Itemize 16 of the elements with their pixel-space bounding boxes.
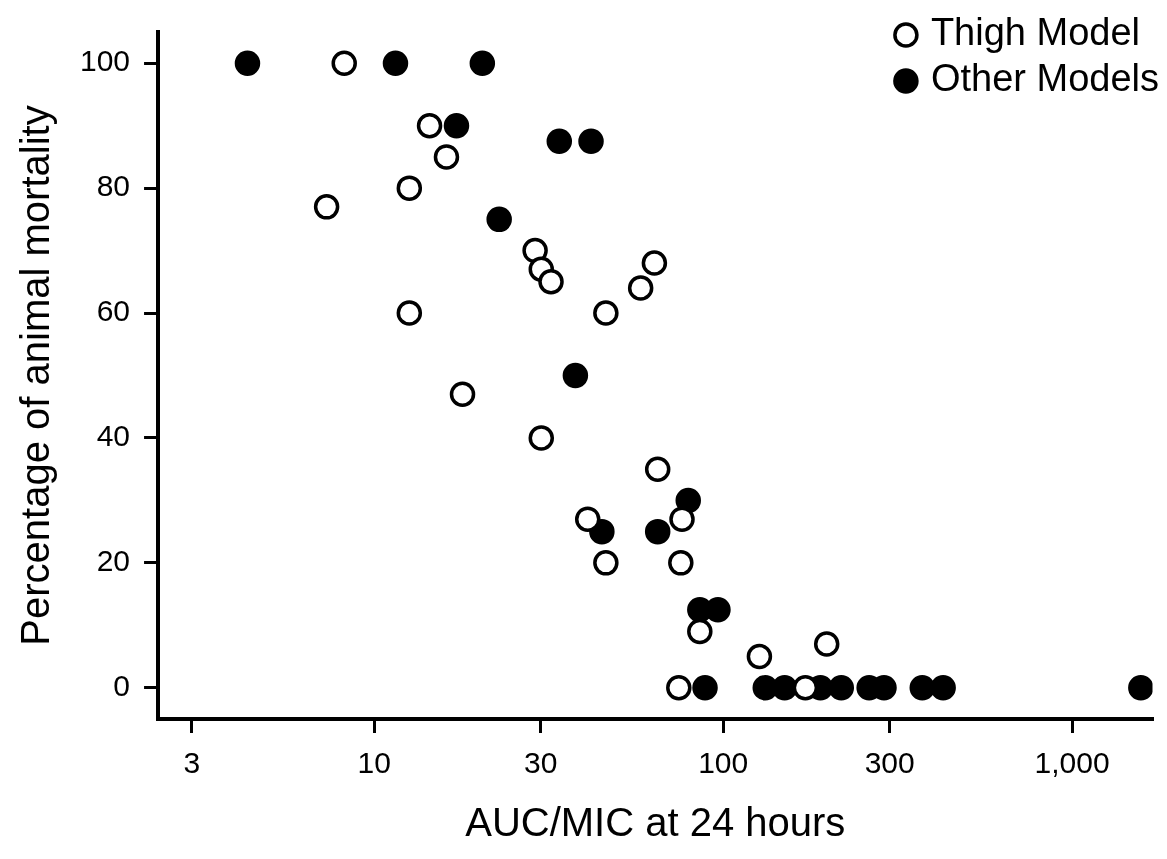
x-tick-label: 30 [524, 746, 558, 780]
y-tick-label: 0 [113, 669, 131, 703]
y-tick-label: 40 [96, 419, 131, 453]
x-tick-label: 300 [864, 746, 915, 780]
y-tick-label: 60 [96, 294, 131, 328]
y-tick-label: 80 [96, 169, 131, 203]
x-tick-label: 3 [183, 746, 201, 780]
x-axis-title: AUC/MIC at 24 hours [465, 800, 846, 845]
legend-label: Other Models [930, 57, 1159, 100]
x-tick-label: 10 [357, 746, 391, 780]
legend-label: Thigh Model [930, 11, 1141, 54]
x-tick-label: 100 [698, 746, 749, 780]
y-tick-label: 20 [96, 544, 131, 578]
x-tick-label: 1,000 [1034, 746, 1110, 780]
y-axis-title: Percentage of animal mortality [13, 105, 58, 646]
y-tick-label: 100 [79, 44, 131, 78]
